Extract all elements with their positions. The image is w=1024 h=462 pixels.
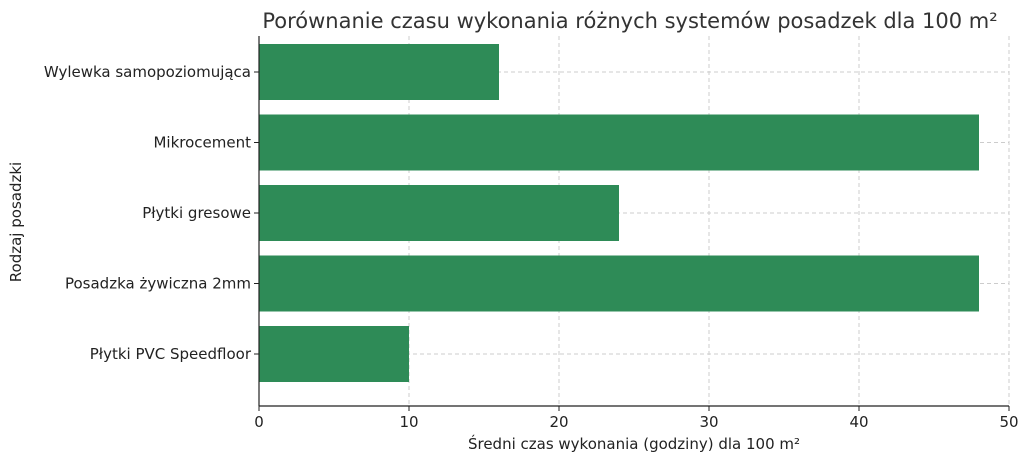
ticks: 0 10 20 30 40 50 Wylewka samopoziomująca Mikroc… (44, 63, 1019, 431)
x-tick-label: 40 (849, 413, 868, 431)
y-tick-label: Wylewka samopoziomująca (44, 63, 251, 81)
bar (259, 255, 979, 312)
y-tick-label: Płytki gresowe (142, 204, 251, 222)
x-tick-label: 20 (549, 413, 568, 431)
y-tick-label: Mikrocement (153, 134, 251, 152)
chart-title: Porównanie czasu wykonania różnych syste… (262, 9, 997, 33)
y-tick-label: Płytki PVC Speedfloor (90, 345, 252, 363)
x-tick-label: 30 (699, 413, 718, 431)
x-tick-label: 10 (399, 413, 418, 431)
axes (258, 36, 1009, 407)
x-tick-label: 50 (999, 413, 1018, 431)
bar (259, 326, 409, 382)
bar (259, 44, 499, 100)
x-axis-label: Średni czas wykonania (godziny) dla 100 … (468, 434, 800, 453)
y-axis-label: Rodzaj posadzki (7, 162, 25, 282)
bar (259, 114, 979, 171)
bar (259, 185, 619, 241)
bars (259, 44, 979, 382)
x-tick-label: 0 (254, 413, 264, 431)
y-tick-label: Posadzka żywiczna 2mm (65, 275, 251, 293)
